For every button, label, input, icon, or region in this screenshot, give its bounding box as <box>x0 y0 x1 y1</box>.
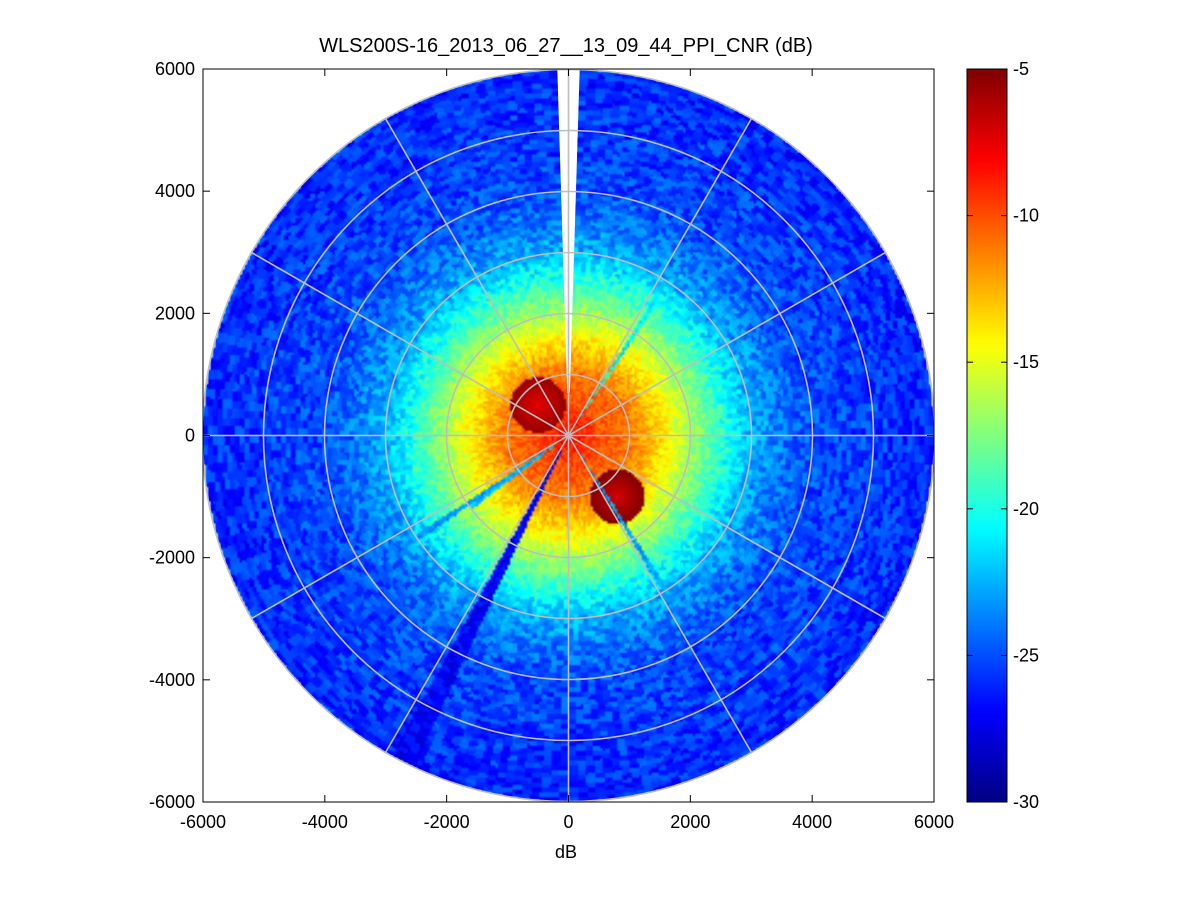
colorbar-tick-label: -30 <box>1013 792 1039 812</box>
colorbar: -5 -10 -15 -20 -25 -30 <box>966 59 1039 812</box>
x-tick-label: 6000 <box>914 812 954 832</box>
x-tick-label: -2000 <box>424 812 470 832</box>
y-tick-label: -6000 <box>149 792 195 812</box>
radial-line <box>384 435 570 753</box>
x-tick-label: -4000 <box>302 812 348 832</box>
y-tick-label: 4000 <box>155 181 195 201</box>
chart-title: WLS200S-16_2013_06_27__13_09_44_PPI_CNR … <box>319 35 813 57</box>
radial-line <box>568 251 886 437</box>
radial-line <box>251 251 569 437</box>
radial-line <box>384 118 570 436</box>
colorbar-tick-label: -15 <box>1013 352 1039 372</box>
radial-line <box>568 434 886 620</box>
y-tick-label: 0 <box>185 426 195 446</box>
x-tick-label: 4000 <box>792 812 832 832</box>
radial-line <box>567 435 753 753</box>
y-tick-label: -2000 <box>149 548 195 568</box>
colorbar-tick-label: -5 <box>1013 59 1029 79</box>
colorbar-tick-label: -25 <box>1013 645 1039 665</box>
y-axis: -6000 -4000 -2000 0 2000 4000 6000 <box>149 59 934 812</box>
radial-line <box>567 118 753 436</box>
colorbar-tick-label: -20 <box>1013 499 1039 519</box>
x-tick-label: 2000 <box>670 812 710 832</box>
colorbar-tick-label: -10 <box>1013 206 1039 226</box>
x-axis-label: dB <box>555 842 577 862</box>
colorbar-gradient <box>967 69 1007 802</box>
ppi-image <box>203 69 934 802</box>
x-tick-label: 0 <box>563 812 573 832</box>
x-tick-label: -6000 <box>180 812 226 832</box>
x-axis: -6000 -4000 -2000 0 2000 4000 6000 <box>180 69 954 832</box>
y-tick-label: 2000 <box>155 303 195 323</box>
radial-line <box>251 434 569 620</box>
y-tick-label: -4000 <box>149 670 195 690</box>
y-tick-label: 6000 <box>155 59 195 79</box>
colorbar-frame <box>966 68 1008 803</box>
